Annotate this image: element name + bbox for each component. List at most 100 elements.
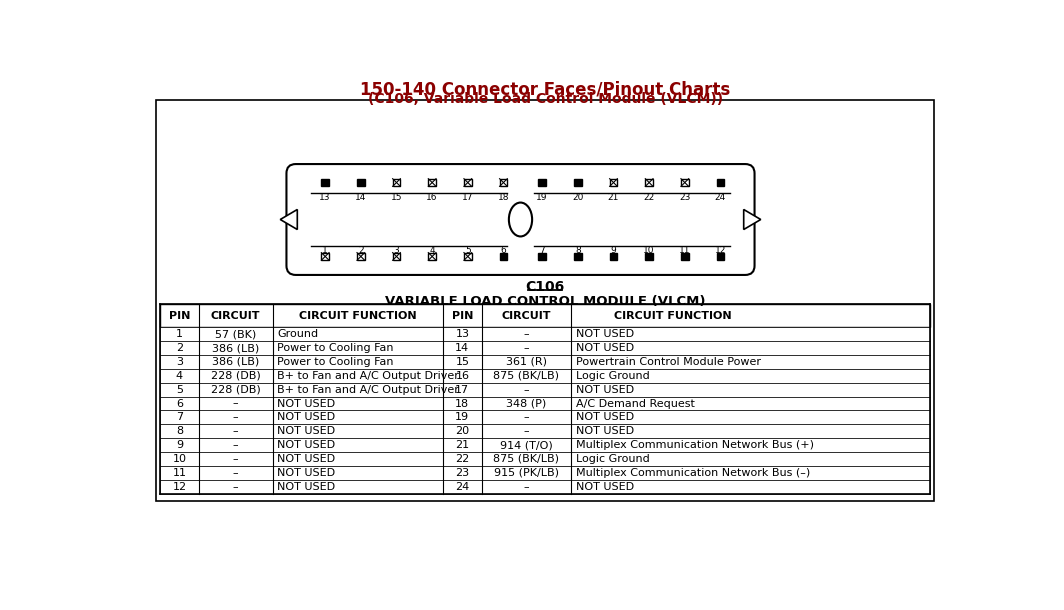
Bar bbox=[321, 179, 329, 187]
Text: PIN: PIN bbox=[452, 310, 473, 321]
Text: Multiplex Communication Network Bus (+): Multiplex Communication Network Bus (+) bbox=[576, 440, 814, 450]
Text: 386 (LB): 386 (LB) bbox=[212, 357, 260, 367]
Text: A/C Demand Request: A/C Demand Request bbox=[576, 398, 695, 409]
Text: 22: 22 bbox=[455, 454, 469, 464]
Text: Logic Ground: Logic Ground bbox=[576, 454, 649, 464]
Bar bbox=[610, 253, 617, 260]
Text: NOT USED: NOT USED bbox=[576, 385, 634, 395]
Text: 228 (DB): 228 (DB) bbox=[211, 371, 261, 381]
Ellipse shape bbox=[509, 203, 532, 237]
Text: NOT USED: NOT USED bbox=[576, 426, 634, 436]
Text: –: – bbox=[523, 343, 529, 353]
Text: 10: 10 bbox=[172, 454, 186, 464]
Text: 7: 7 bbox=[539, 246, 545, 256]
Text: NOT USED: NOT USED bbox=[277, 482, 335, 492]
Bar bbox=[500, 253, 508, 260]
Text: –: – bbox=[233, 482, 238, 492]
Bar bbox=[160, 452, 931, 466]
Text: 16: 16 bbox=[427, 193, 438, 203]
Text: 22: 22 bbox=[644, 193, 654, 203]
Text: 348 (P): 348 (P) bbox=[506, 398, 547, 409]
Text: –: – bbox=[523, 426, 529, 436]
Bar bbox=[160, 438, 931, 452]
Text: 228 (DB): 228 (DB) bbox=[211, 385, 261, 395]
Bar bbox=[429, 179, 436, 187]
Text: 15: 15 bbox=[390, 193, 402, 203]
Text: B+ to Fan and A/C Output Driver: B+ to Fan and A/C Output Driver bbox=[277, 385, 459, 395]
Polygon shape bbox=[280, 209, 297, 229]
Text: –: – bbox=[523, 385, 529, 395]
Text: 12: 12 bbox=[715, 246, 726, 256]
Text: 875 (BK/LB): 875 (BK/LB) bbox=[494, 454, 560, 464]
Text: B+ to Fan and A/C Output Driver: B+ to Fan and A/C Output Driver bbox=[277, 371, 459, 381]
Text: PIN: PIN bbox=[169, 310, 190, 321]
Text: 3: 3 bbox=[394, 246, 399, 256]
Text: –: – bbox=[233, 440, 238, 450]
Text: NOT USED: NOT USED bbox=[576, 343, 634, 353]
Text: 8: 8 bbox=[176, 426, 183, 436]
Text: NOT USED: NOT USED bbox=[277, 454, 335, 464]
Text: 4: 4 bbox=[176, 371, 183, 381]
Bar bbox=[160, 341, 931, 355]
Text: 21: 21 bbox=[608, 193, 619, 203]
Bar bbox=[464, 179, 471, 187]
Text: 23: 23 bbox=[679, 193, 691, 203]
Text: NOT USED: NOT USED bbox=[277, 412, 335, 422]
Text: 23: 23 bbox=[455, 468, 469, 478]
Text: 13: 13 bbox=[455, 329, 469, 339]
Text: 18: 18 bbox=[498, 193, 510, 203]
Bar bbox=[716, 253, 725, 260]
Text: 5: 5 bbox=[176, 385, 183, 395]
Text: CIRCUIT FUNCTION: CIRCUIT FUNCTION bbox=[299, 310, 417, 321]
Bar bbox=[573, 179, 582, 187]
Bar bbox=[716, 179, 725, 187]
Text: 6: 6 bbox=[176, 398, 183, 409]
Text: NOT USED: NOT USED bbox=[277, 468, 335, 478]
Text: 15: 15 bbox=[455, 357, 469, 367]
Text: Powertrain Control Module Power: Powertrain Control Module Power bbox=[576, 357, 761, 367]
Text: –: – bbox=[523, 482, 529, 492]
Text: 16: 16 bbox=[455, 371, 469, 381]
Text: 9: 9 bbox=[611, 246, 616, 256]
Text: 14: 14 bbox=[355, 193, 366, 203]
Text: 2: 2 bbox=[359, 246, 364, 256]
Bar bbox=[610, 179, 617, 187]
Bar bbox=[156, 100, 934, 501]
Polygon shape bbox=[744, 209, 761, 229]
Bar bbox=[681, 253, 688, 260]
Text: 2: 2 bbox=[176, 343, 183, 353]
Text: 20: 20 bbox=[572, 193, 583, 203]
Text: Logic Ground: Logic Ground bbox=[576, 371, 649, 381]
Text: –: – bbox=[233, 426, 238, 436]
Text: NOT USED: NOT USED bbox=[576, 412, 634, 422]
Bar bbox=[160, 369, 931, 382]
Bar bbox=[538, 179, 546, 187]
Bar bbox=[645, 179, 653, 187]
Text: 17: 17 bbox=[462, 193, 473, 203]
Bar bbox=[160, 382, 931, 397]
Bar bbox=[160, 355, 931, 369]
Text: –: – bbox=[233, 412, 238, 422]
Text: 13: 13 bbox=[319, 193, 331, 203]
Text: NOT USED: NOT USED bbox=[277, 440, 335, 450]
Text: 8: 8 bbox=[575, 246, 581, 256]
Text: 11: 11 bbox=[172, 468, 186, 478]
Bar bbox=[160, 396, 931, 411]
Text: CIRCUIT FUNCTION: CIRCUIT FUNCTION bbox=[614, 310, 732, 321]
Text: 5: 5 bbox=[465, 246, 470, 256]
Bar bbox=[160, 425, 931, 438]
Text: 24: 24 bbox=[455, 482, 469, 492]
Text: –: – bbox=[233, 398, 238, 409]
Text: (C106, Variable Load Control Module (VLCM)): (C106, Variable Load Control Module (VLC… bbox=[368, 93, 722, 107]
Text: NOT USED: NOT USED bbox=[576, 329, 634, 339]
Text: Ground: Ground bbox=[277, 329, 318, 339]
Text: VARIABLE LOAD CONTROL MODULE (VLCM): VARIABLE LOAD CONTROL MODULE (VLCM) bbox=[385, 295, 705, 308]
Bar bbox=[464, 253, 471, 260]
Text: 361 (R): 361 (R) bbox=[505, 357, 547, 367]
Text: 6: 6 bbox=[500, 246, 506, 256]
Text: 57 (BK): 57 (BK) bbox=[215, 329, 256, 339]
Bar bbox=[160, 479, 931, 493]
Text: 3: 3 bbox=[176, 357, 183, 367]
Text: 10: 10 bbox=[644, 246, 655, 256]
Text: 11: 11 bbox=[679, 246, 691, 256]
